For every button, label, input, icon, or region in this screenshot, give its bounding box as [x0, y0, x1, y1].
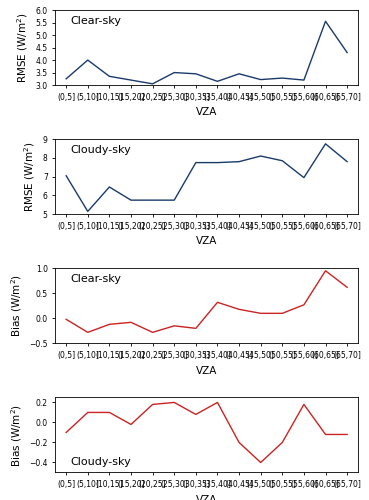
- X-axis label: VZA: VZA: [196, 366, 217, 376]
- Text: Cloudy-sky: Cloudy-sky: [70, 144, 131, 154]
- Y-axis label: Bias (W/m$^2$): Bias (W/m$^2$): [9, 404, 24, 466]
- X-axis label: VZA: VZA: [196, 108, 217, 118]
- Text: Clear-sky: Clear-sky: [70, 16, 121, 26]
- Y-axis label: Bias (W/m$^2$): Bias (W/m$^2$): [9, 274, 24, 338]
- Y-axis label: RMSE (W/m$^2$): RMSE (W/m$^2$): [15, 12, 30, 83]
- Text: Clear-sky: Clear-sky: [70, 274, 121, 284]
- X-axis label: VZA: VZA: [196, 494, 217, 500]
- Text: Cloudy-sky: Cloudy-sky: [70, 457, 131, 467]
- X-axis label: VZA: VZA: [196, 236, 217, 246]
- Y-axis label: RMSE (W/m$^2$): RMSE (W/m$^2$): [23, 142, 37, 212]
